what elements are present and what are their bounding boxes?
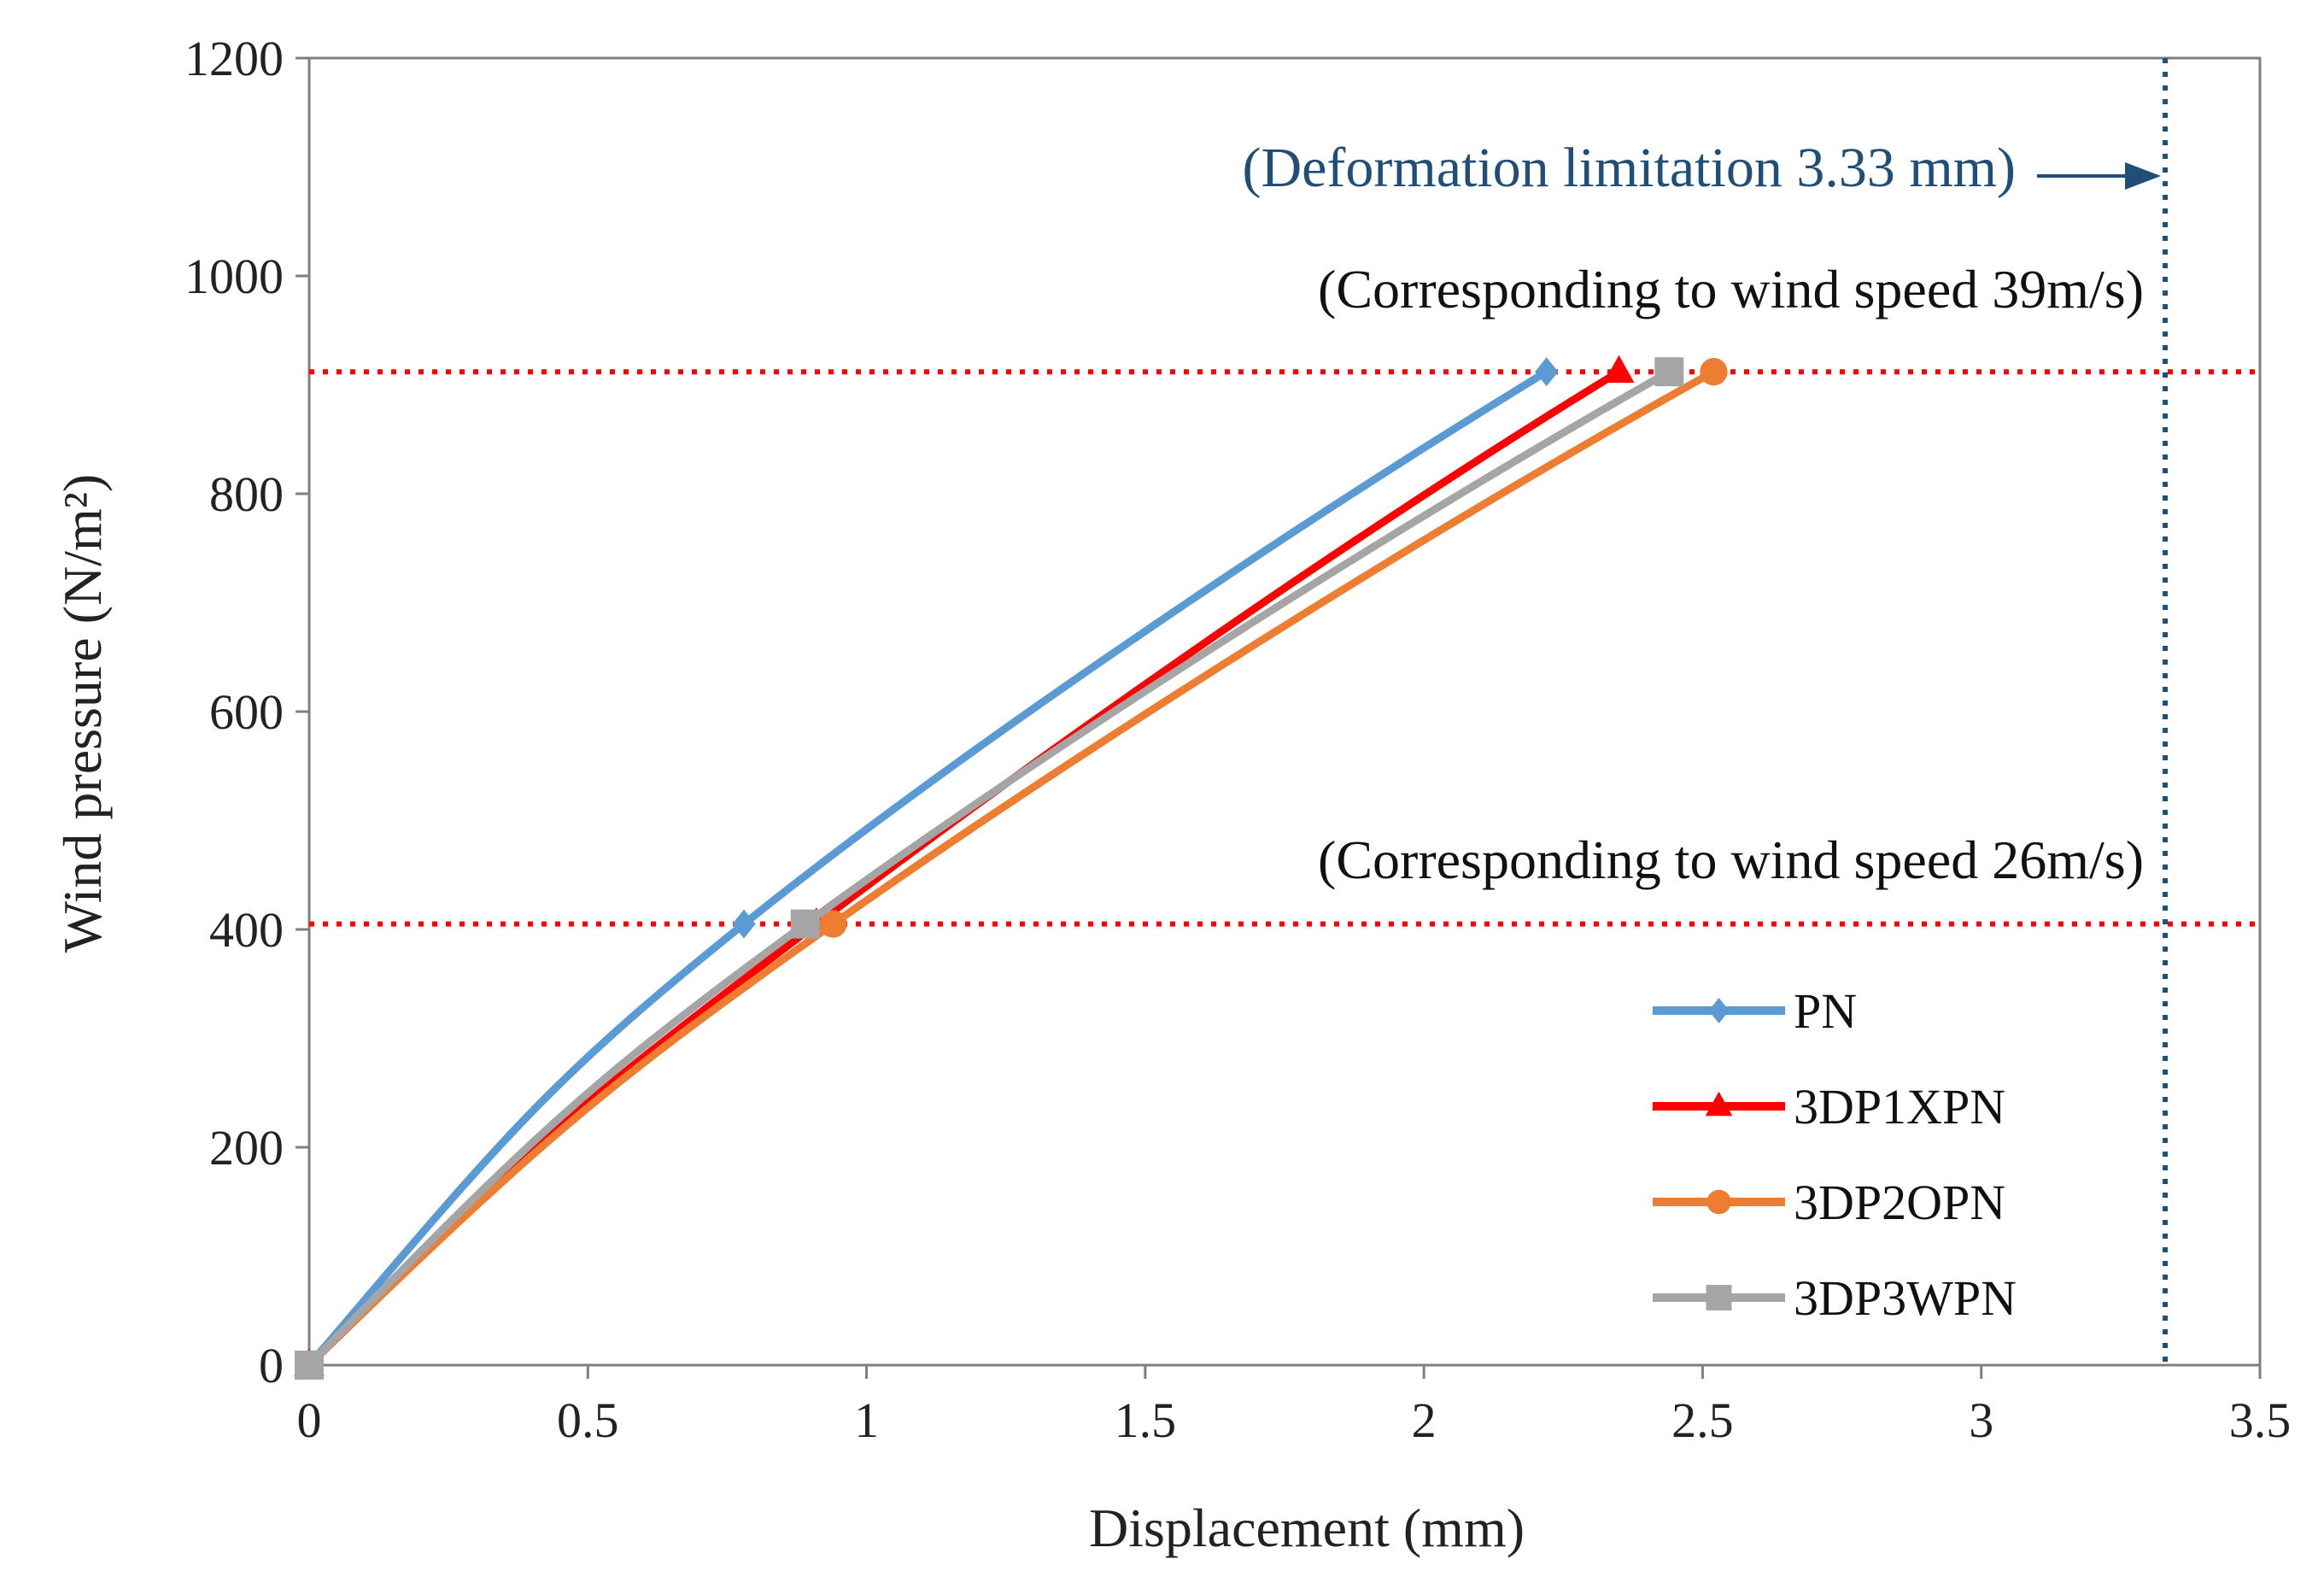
data-point xyxy=(1535,357,1559,387)
data-point xyxy=(295,1351,324,1380)
legend: PN 3DP1XPN 3DP2OPN 3DP3WPN xyxy=(1653,983,2017,1326)
series-3dp3wpn xyxy=(295,357,1684,1380)
x-tick-label: 3 xyxy=(1969,1392,1993,1448)
y-tick-label: 0 xyxy=(259,1338,284,1393)
y-tick-label: 800 xyxy=(209,466,284,522)
x-tick-label: 2.5 xyxy=(1671,1392,1734,1448)
x-tick-label: 0.5 xyxy=(557,1392,619,1448)
series-line xyxy=(305,367,1551,1369)
legend-label: 3DP2OPN xyxy=(1794,1175,2005,1230)
annotation-deformation-limit: (Deformation limitation 3.33 mm) xyxy=(1242,137,2016,199)
data-point xyxy=(1700,358,1728,386)
y-tick-label: 1000 xyxy=(184,249,284,304)
data-point xyxy=(790,909,820,939)
arrow-right-icon xyxy=(2125,162,2161,190)
series-line xyxy=(305,367,1718,1369)
x-axis-ticks: 0 0.5 1 1.5 2 2.5 3 3.5 xyxy=(297,1365,2292,1448)
legend-marker xyxy=(1705,1091,1733,1117)
legend-label: 3DP3WPN xyxy=(1794,1270,2017,1326)
y-axis-title: Wind pressure (N/m²) xyxy=(52,474,113,953)
legend-label: PN xyxy=(1794,983,1857,1039)
x-tick-label: 1 xyxy=(854,1392,879,1448)
legend-item: 3DP1XPN xyxy=(1653,1079,2005,1134)
legend-item: 3DP3WPN xyxy=(1653,1270,2017,1326)
x-tick-label: 0 xyxy=(297,1392,322,1448)
data-point xyxy=(732,909,756,939)
x-tick-label: 2 xyxy=(1412,1392,1437,1448)
y-tick-label: 400 xyxy=(209,902,284,958)
annotation-wind-speed-39: (Corresponding to wind speed 39m/s) xyxy=(1318,259,2144,319)
data-point xyxy=(1603,355,1635,383)
legend-marker xyxy=(1706,1285,1732,1310)
series-layer xyxy=(294,355,1728,1380)
legend-item: PN xyxy=(1653,983,1857,1039)
x-tick-label: 3.5 xyxy=(2229,1392,2292,1448)
legend-label: 3DP1XPN xyxy=(1794,1079,2005,1134)
y-axis-ticks: 0 200 400 600 800 1000 1200 xyxy=(184,31,309,1393)
series-line xyxy=(305,367,1673,1369)
reference-lines xyxy=(309,58,2260,1365)
annotation-wind-speed-26: (Corresponding to wind speed 26m/s) xyxy=(1318,829,2144,890)
x-axis-title: Displacement (mm) xyxy=(1089,1498,1525,1558)
legend-marker xyxy=(1708,998,1730,1023)
legend-item: 3DP2OPN xyxy=(1653,1175,2005,1230)
y-tick-label: 1200 xyxy=(184,31,284,86)
data-point xyxy=(1654,357,1684,387)
y-tick-label: 600 xyxy=(209,684,284,740)
x-tick-label: 1.5 xyxy=(1115,1392,1177,1448)
y-tick-label: 200 xyxy=(209,1120,284,1175)
legend-marker xyxy=(1706,1189,1731,1215)
data-point xyxy=(819,910,847,938)
